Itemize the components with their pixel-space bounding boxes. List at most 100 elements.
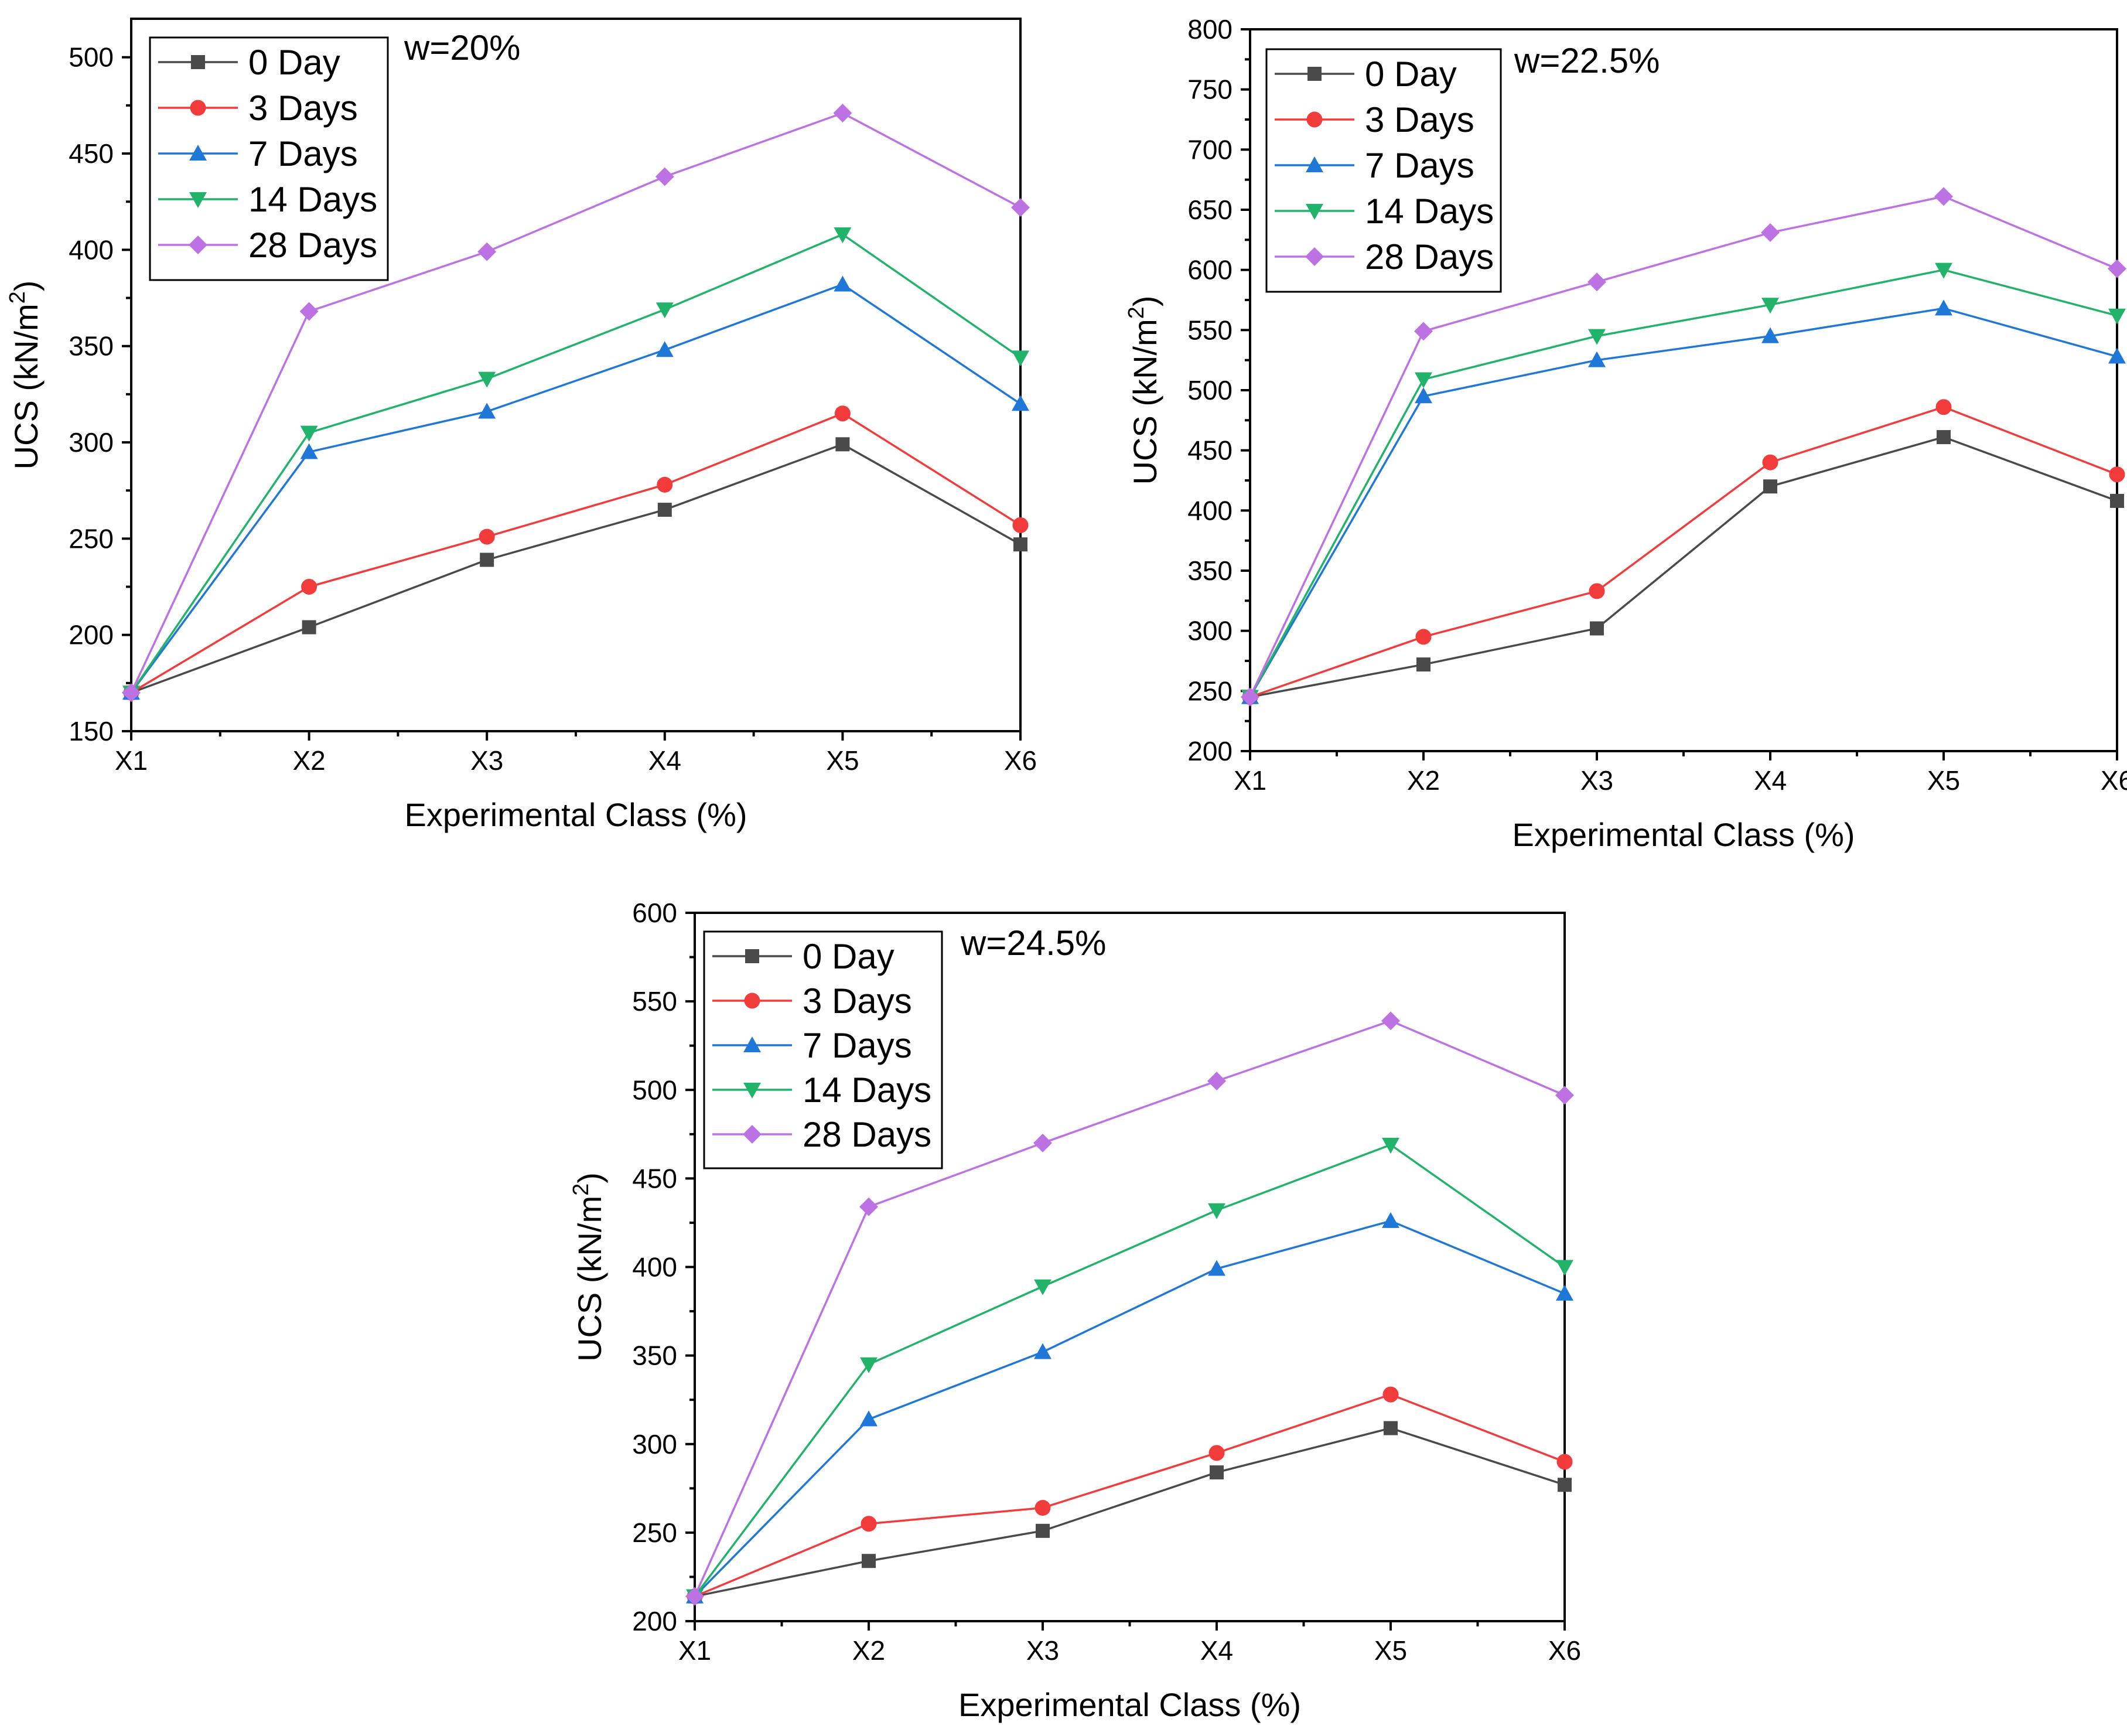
data-point: [657, 503, 672, 517]
data-point: [1208, 1260, 1225, 1276]
y-tick-label: 500: [632, 1075, 677, 1105]
x-axis-title: Experimental Class (%): [404, 796, 747, 833]
legend-marker: [189, 145, 207, 161]
legend-label: 14 Days: [803, 1070, 931, 1110]
y-tick-label: 250: [632, 1517, 677, 1548]
series-line: [694, 1019, 1565, 1597]
data-point: [1588, 351, 1606, 367]
data-point: [1761, 223, 1780, 243]
y-tick-label: 650: [1187, 195, 1233, 225]
y-tick-label: 450: [1187, 435, 1233, 466]
series-line: [131, 412, 1021, 694]
legend-item: 0 Day: [712, 937, 894, 976]
data-point: [1382, 1386, 1399, 1403]
y-tick-label: 450: [632, 1163, 677, 1193]
series-line: [131, 443, 1021, 694]
data-point: [657, 476, 673, 493]
data-point: [1761, 298, 1779, 314]
x-tick-label: X1: [1234, 765, 1266, 796]
legend-label: 28 Days: [1365, 237, 1494, 277]
legend-label: 0 Day: [803, 937, 894, 976]
legend-label: 7 Days: [1365, 146, 1474, 185]
data-point: [1415, 629, 1432, 645]
data-point: [1763, 479, 1777, 494]
moisture-annotation: w=24.5%: [960, 923, 1107, 963]
y-tick-label: 550: [632, 986, 677, 1017]
x-tick-label: X2: [852, 1635, 885, 1666]
y-axis-title-main: UCS (kN/m: [571, 1196, 608, 1362]
legend-item: 3 Days: [158, 88, 358, 128]
data-point: [1012, 395, 1029, 411]
data-point: [1761, 327, 1779, 343]
y-tick-label: 450: [69, 138, 114, 169]
x-tick-label: X5: [1927, 765, 1960, 796]
data-point: [1210, 1465, 1224, 1480]
y-tick-label: 400: [632, 1252, 677, 1283]
data-point: [1011, 198, 1030, 217]
x-tick-label: X6: [1004, 745, 1037, 776]
series-3-days: [687, 1386, 1573, 1605]
data-point: [1590, 621, 1604, 636]
legend-label: 14 Days: [248, 180, 377, 219]
data-point: [479, 528, 495, 545]
legend-box: [703, 930, 943, 1169]
series-0-day: [1243, 430, 2124, 704]
x-tick-label: X2: [292, 745, 325, 776]
legend-marker: [1305, 247, 1324, 266]
data-point: [1587, 272, 1606, 292]
series-0-day: [688, 1421, 1572, 1604]
y-tick-label: 300: [1187, 616, 1233, 646]
legend-marker: [1306, 156, 1323, 172]
data-point: [1012, 517, 1029, 533]
legend-item: 7 Days: [158, 134, 358, 173]
y-axis-title: UCS (kN/m2): [569, 1172, 608, 1362]
y-tick-label: 500: [1187, 375, 1233, 405]
y-tick-label: 200: [632, 1606, 677, 1636]
x-tick-label: X3: [470, 745, 503, 776]
data-point: [861, 1516, 877, 1532]
series-line: [1249, 307, 2118, 698]
y-tick-label: 700: [1187, 134, 1233, 165]
legend-label: 3 Days: [248, 88, 358, 128]
x-axis-title: Experimental Class (%): [1512, 816, 1855, 853]
data-point: [2110, 493, 2124, 508]
data-point: [834, 275, 852, 292]
data-point: [2108, 259, 2126, 278]
legend-box: [1265, 48, 1502, 293]
x-tick-label: X2: [1407, 765, 1440, 796]
legend-marker: [745, 949, 759, 963]
legend-label: 28 Days: [803, 1115, 931, 1154]
data-point: [860, 1410, 878, 1427]
y-axis-title-close: ): [1126, 296, 1163, 307]
series-line: [1249, 405, 2118, 698]
data-point: [655, 341, 674, 357]
data-point: [1207, 1072, 1226, 1091]
y-tick-label: 200: [69, 620, 114, 650]
data-point: [478, 371, 496, 388]
legend-marker: [189, 236, 207, 254]
data-point: [1589, 583, 1605, 599]
y-axis-title-superscript: 2: [1124, 306, 1149, 319]
data-point: [655, 167, 674, 186]
data-point: [1208, 1445, 1225, 1461]
y-tick-label: 600: [632, 898, 677, 928]
data-point: [1241, 687, 1259, 707]
data-point: [300, 425, 318, 442]
legend-marker: [1306, 204, 1323, 220]
legend-box: [149, 36, 389, 281]
x-tick-label: X4: [1754, 765, 1787, 796]
legend-marker: [744, 993, 760, 1009]
data-point: [655, 302, 674, 319]
series-line: [1249, 195, 2118, 698]
y-axis-title: UCS (kN/m2): [1124, 296, 1163, 485]
data-point: [2108, 347, 2126, 364]
series-line: [694, 1143, 1566, 1597]
legend-item: 28 Days: [158, 226, 377, 265]
legend-item: 28 Days: [712, 1115, 931, 1154]
data-point: [480, 552, 494, 567]
data-point: [1034, 1279, 1051, 1295]
data-point: [862, 1554, 876, 1568]
x-tick-label: X5: [826, 745, 859, 776]
data-point: [860, 1357, 878, 1373]
data-point: [1035, 1500, 1051, 1516]
